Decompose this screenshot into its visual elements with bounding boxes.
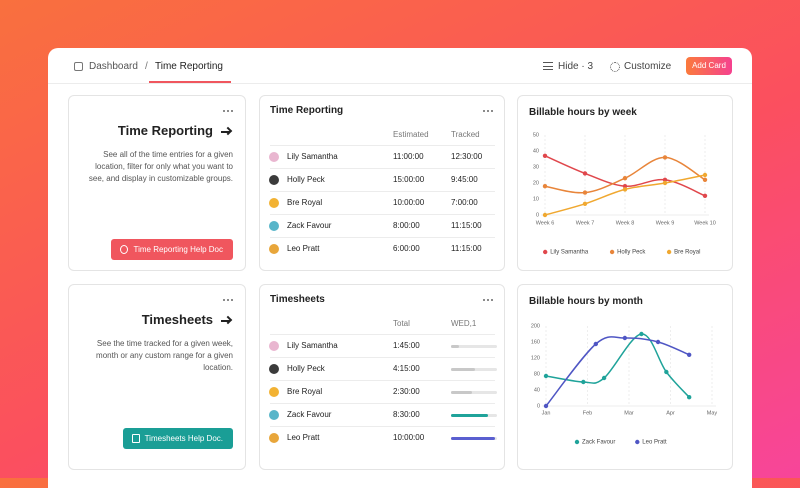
column-header: Tracked [451, 130, 480, 139]
row-time: 8:30:00 [393, 410, 420, 419]
row-name: Lily Samantha [287, 152, 338, 161]
avatar [269, 387, 279, 397]
progress-fill [451, 367, 475, 371]
row-name: Zack Favour [287, 221, 332, 230]
hide-icon-line [543, 69, 553, 71]
hide-icon-line [543, 65, 553, 67]
chart-title: Billable hours by month [529, 296, 643, 307]
menu-dot [491, 299, 493, 301]
table-card [259, 95, 505, 271]
hide-icon-line [543, 62, 553, 64]
progress-fill [451, 390, 472, 394]
active-underline [149, 81, 231, 83]
dashboard-icon [74, 62, 83, 71]
row-time: 7:00:00 [451, 198, 478, 207]
button-icon [131, 434, 140, 443]
progress-fill [451, 344, 459, 348]
row-divider [270, 357, 495, 358]
add-card-button[interactable]: Add Card [686, 57, 732, 75]
row-time: 11:15:00 [451, 221, 482, 230]
row-divider [270, 168, 495, 169]
menu-dot [231, 299, 233, 301]
menu-dot [487, 110, 489, 112]
row-time: 11:00:00 [393, 152, 424, 161]
header-divider [48, 83, 752, 84]
page: Dashboard / Time Reporting Hide · 3 Customiz… [48, 57, 752, 470]
intro-description: See all of the time entries for a given … [88, 150, 233, 183]
hide-button[interactable]: Hide · 3 [558, 61, 594, 72]
menu-dot [231, 110, 233, 112]
arrow-icon [221, 131, 230, 133]
menu-dot [487, 299, 489, 301]
row-time: 10:00:00 [393, 198, 425, 207]
menu-dot [223, 299, 225, 301]
progress-track [451, 390, 497, 394]
help-button[interactable]: Timesheets Help Doc. [122, 428, 233, 449]
menu-dot [227, 299, 229, 301]
row-divider [270, 237, 495, 238]
row-name: Holly Peck [287, 175, 325, 184]
row-time: 12:30:00 [451, 152, 483, 161]
table-title: Time Reporting [270, 105, 344, 116]
row-name: Leo Pratt [287, 433, 320, 442]
row-divider [270, 191, 495, 192]
menu-dot [223, 110, 225, 112]
button-icon [120, 245, 129, 254]
row-time: 8:00:00 [393, 221, 420, 230]
row-time: 15:00:00 [393, 175, 425, 184]
avatar [269, 410, 279, 420]
column-header: WED,1 [451, 319, 477, 328]
avatar [269, 221, 279, 231]
avatar [269, 152, 279, 162]
avatar [269, 364, 279, 374]
breadcrumb-dashboard[interactable]: Dashboard [89, 61, 138, 72]
progress-track [451, 344, 497, 348]
row-divider [270, 426, 495, 427]
menu-dot [491, 110, 493, 112]
row-name: Zack Favour [287, 410, 332, 419]
row-name: Leo Pratt [287, 244, 320, 253]
avatar [269, 341, 279, 351]
intro-title: Timesheets [141, 312, 213, 327]
row-time: 9:45:00 [451, 175, 478, 184]
column-header: Estimated [393, 130, 429, 139]
help-button[interactable]: Time Reporting Help Doc [111, 239, 233, 260]
row-time: 4:15:00 [393, 364, 420, 373]
row-divider [270, 403, 495, 404]
progress-fill [451, 436, 495, 440]
avatar [269, 433, 279, 443]
avatar [269, 244, 279, 254]
row-divider [270, 380, 495, 381]
row-name: Lily Samantha [287, 341, 338, 350]
avatar [269, 198, 279, 208]
avatar [269, 175, 279, 185]
row-divider [270, 145, 495, 146]
row-name: Holly Peck [287, 364, 325, 373]
menu-dot [483, 110, 485, 112]
column-header: Total [393, 319, 410, 328]
row-divider [270, 334, 495, 335]
menu-dot [227, 110, 229, 112]
progress-fill [451, 413, 488, 417]
intro-title: Time Reporting [117, 123, 213, 138]
row-time: 2:30:00 [393, 387, 420, 396]
table-title: Timesheets [270, 294, 325, 305]
row-divider [270, 214, 495, 215]
row-time: 1:45:00 [393, 341, 420, 350]
breadcrumb-separator: / [145, 61, 148, 72]
row-name: Bre Royal [287, 387, 323, 396]
intro-description: See the time tracked for a given week, m… [96, 339, 233, 372]
gear-icon [610, 62, 620, 72]
chart-title: Billable hours by week [529, 107, 637, 118]
arrow-icon [221, 320, 230, 322]
row-name: Bre Royal [287, 198, 323, 207]
row-time: 6:00:00 [393, 244, 420, 253]
row-time: 11:15:00 [451, 244, 482, 253]
menu-dot [483, 299, 485, 301]
customize-button[interactable]: Customize [624, 61, 672, 72]
breadcrumb-current[interactable]: Time Reporting [155, 61, 223, 72]
row-time: 10:00:00 [393, 433, 425, 442]
